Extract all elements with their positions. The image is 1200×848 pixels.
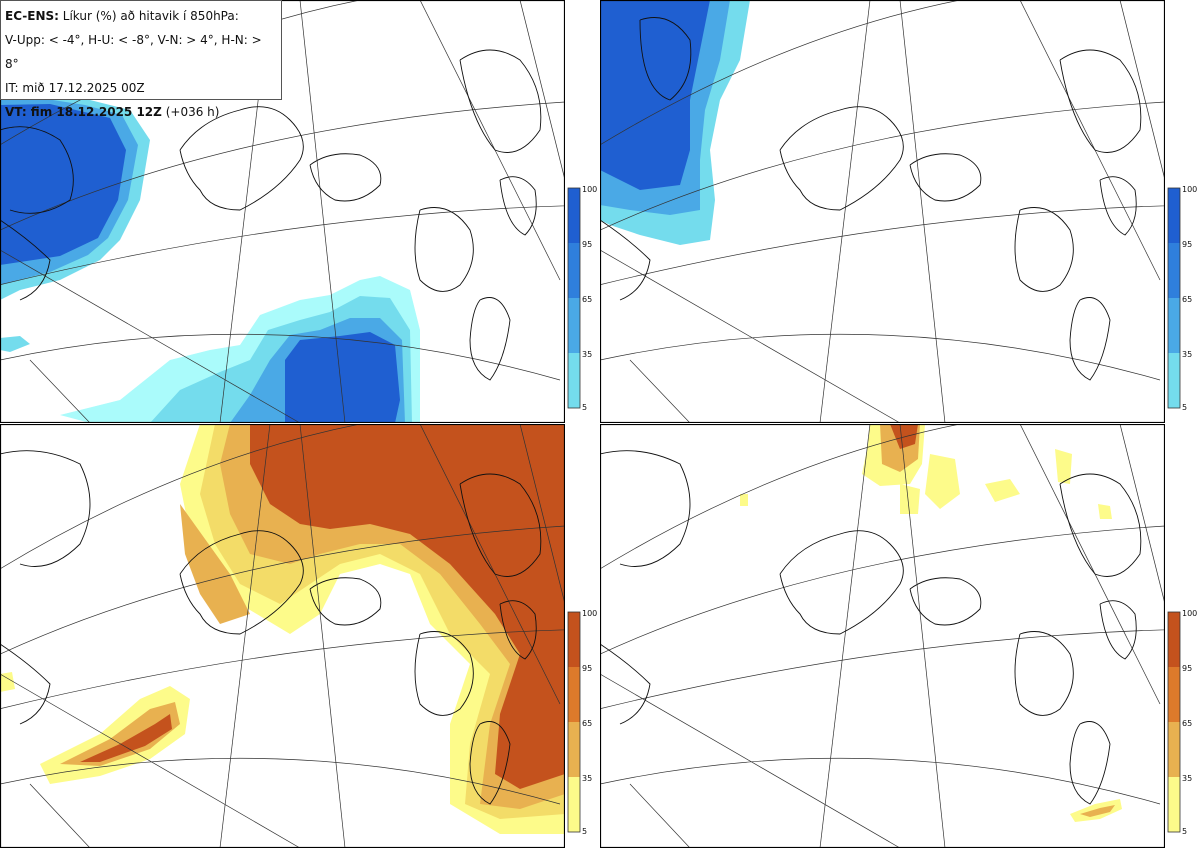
anomaly-legend-line: V-Upp: < -4°, H-U: < -8°, V-N: > 4°, H-N… [5,33,262,71]
model-label: EC-ENS: [5,9,59,23]
colorbar-tick: 65 [582,719,592,728]
coastlines [0,450,542,805]
colorbar-tick: 65 [582,295,592,304]
colorbar-tick: 35 [1182,350,1192,359]
map-panel-warm-4 [0,424,565,848]
colorbar-cold-left: 100 95 65 35 5 [566,185,606,412]
colorbar-tick: 100 [582,186,597,194]
coastlines [600,450,1142,805]
colorbar-tick: 65 [1182,719,1192,728]
coastlines [0,49,542,381]
colorbar-tick: 95 [582,240,592,249]
colorbar-tick: 5 [582,403,587,411]
colorbar-cold-right: 100 95 65 35 5 [1166,185,1200,412]
colorbar-tick: 100 [582,610,597,618]
map-panel-warm-8 [600,424,1165,848]
colorbar-tick: 35 [582,350,592,359]
graticule [600,424,1165,848]
forecast-info-box: EC-ENS: Líkur (%) að hitavik í 850hPa: V… [0,0,282,119]
colorbar-tick: 95 [1182,240,1192,249]
map-panel-cold-8 [600,0,1165,423]
coastlines [600,17,1142,381]
valid-time: VT: fim 18.12.2025 12Z [5,105,162,119]
colorbar-tick: 95 [582,664,592,673]
probability-area-atlantic-streak [0,672,190,784]
forecast-title: Líkur (%) að hitavik í 850hPa: [62,9,239,23]
colorbar-warm-left: 100 95 65 35 5 [566,609,606,836]
probability-area-norwegian-sea [180,424,565,834]
colorbar-tick: 5 [1182,827,1187,835]
colorbar-tick: 35 [1182,774,1192,783]
probability-area-iceland-north [740,424,1122,822]
colorbar-warm-right: 100 95 65 35 5 [1166,609,1200,836]
colorbar-tick: 95 [1182,664,1192,673]
colorbar-tick: 35 [582,774,592,783]
map-panel-cold-4 [0,0,565,423]
probability-area-greenland [600,0,750,245]
graticule [0,424,565,848]
colorbar-tick: 100 [1182,610,1197,618]
initial-time: IT: mið 17.12.2025 00Z [5,81,145,95]
colorbar-tick: 5 [582,827,587,835]
colorbar-tick: 5 [1182,403,1187,411]
graticule [600,0,1165,423]
probability-area-norway-sea [60,276,420,423]
lead-time: (+036 h) [165,105,220,119]
probability-area-greenland [0,92,150,352]
colorbar-tick: 100 [1182,186,1197,194]
colorbar-tick: 65 [1182,295,1192,304]
